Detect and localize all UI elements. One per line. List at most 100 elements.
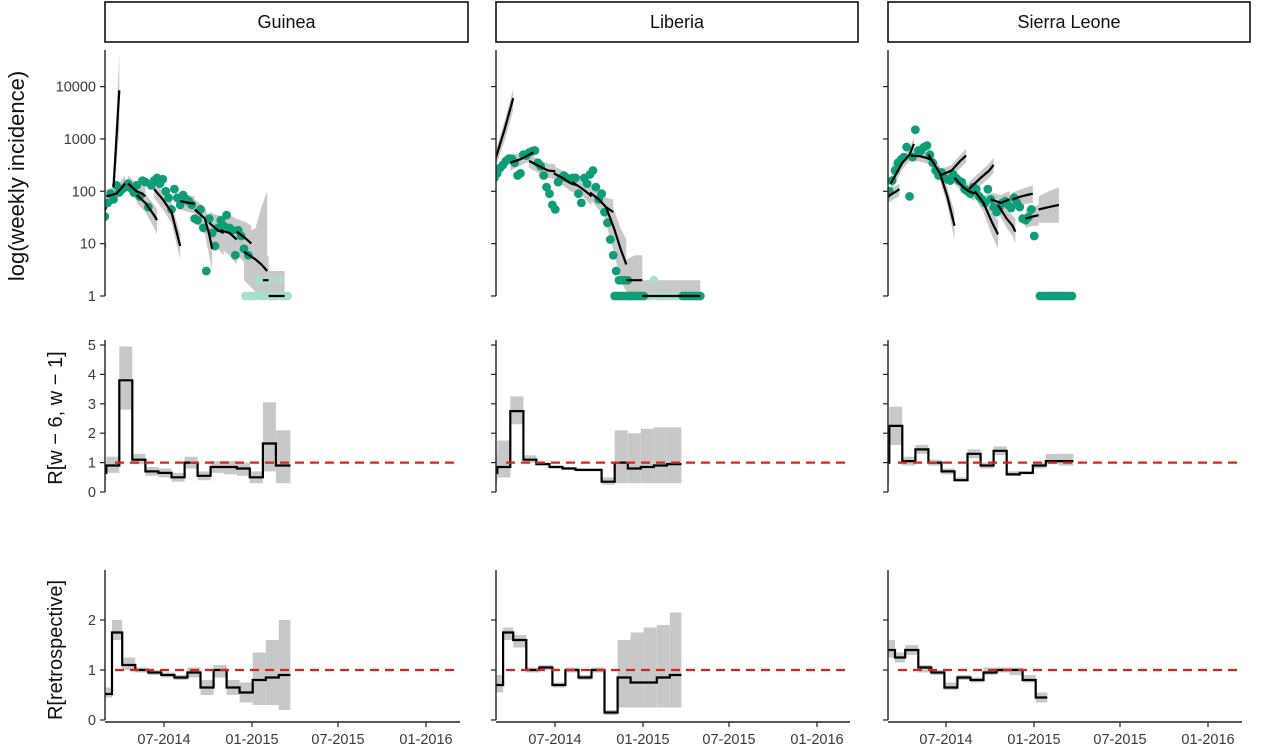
facet-strip-sierra-leone-box [887,1,1251,43]
facet-strip-sierra-leone-label: Sierra Leone [1017,12,1120,32]
observed-point-liberia-35 [574,189,583,199]
fit-line-liberia-2 [496,97,515,161]
fit-line-sierra-leone-13 [1025,214,1039,220]
row3-ylabel: R[retrospective] [45,580,67,720]
observed-point-light-sierra-leone-1 [859,218,868,227]
fit-line-sierra-leone-2 [888,188,901,198]
r-estimate-line-guinea [105,379,291,479]
observed-point-light-guinea-0 [70,233,79,242]
fit-line-guinea-9 [208,221,225,234]
observed-point-sierra-leone-24 [925,150,935,160]
fit-line-liberia-6 [571,181,593,198]
facet-strip-liberia: Liberia [495,1,859,43]
ci-ribbon-liberia-1 [471,271,477,296]
observed-point-sierra-leone-52 [1006,203,1016,213]
row2-panel-liberia [491,340,850,493]
observed-point-guinea-5 [89,255,98,264]
observed-point-liberia-2 [478,216,487,225]
facet-strip-sierra-leone: Sierra Leone [887,1,1251,43]
fit-line-liberia-8 [604,206,628,265]
observed-point-guinea-31 [164,193,174,203]
observed-point-liberia-3 [481,208,490,217]
fit-line-sierra-leone-8 [968,164,995,190]
x-tick-label-sierra-leone-0: 07-2014 [919,732,972,748]
observed-point-guinea-1 [76,214,85,223]
fit-line-guinea-12 [243,250,269,272]
row3-sierra-leone-plot-area [860,628,1242,703]
fit-line-guinea-11 [236,230,253,245]
observed-point-light-liberia-2 [467,276,476,285]
fit-line-sierra-leone-4 [910,154,932,161]
observed-point-liberia-15 [516,168,525,178]
ci-ribbon-guinea-6 [154,180,181,260]
fit-line-sierra-leone-6 [939,154,967,177]
ci-band-liberia-0 [496,453,498,484]
y-tick-label-row1-3: 1000 [64,132,96,148]
ci-ribbon-sierra-leone-14 [1038,187,1059,223]
ci-band-liberia-1 [480,668,490,691]
observed-point-sierra-leone-2 [862,216,871,225]
ci-band-guinea-2 [105,687,112,698]
observed-point-sierra-leone-45 [986,195,996,204]
ci-band-liberia-14 [666,427,682,484]
ci-band-guinea-2 [119,346,133,410]
ci-ribbon-liberia-6 [572,175,592,205]
ci-band-guinea-13 [262,402,276,472]
ci-band-liberia-15 [656,625,670,708]
ci-ribbon-liberia-0 [465,252,480,296]
fit-line-sierra-leone-9 [973,190,999,235]
observed-point-light-liberia-7 [649,275,659,285]
observed-point-guinea-35 [175,200,185,210]
ci-band-guinea-4 [122,657,136,670]
facet-strip-liberia-box [495,1,859,43]
observed-point-guinea-6 [92,260,101,269]
observed-point-liberia-25 [545,189,554,199]
observed-point-light-guinea-16 [283,291,292,301]
fit-line-sierra-leone-5 [927,154,956,226]
y-tick-label-row1-0: 1 [88,289,96,305]
observed-point-sierra-leone-3 [865,216,874,225]
observed-point-liberia-34 [571,173,580,183]
ci-band-guinea-11 [213,665,227,678]
observed-point-guinea-54 [230,250,240,260]
fit-line-guinea-3 [112,90,121,188]
ci-ribbon-sierra-leone-0 [857,255,867,296]
x-tick-label-guinea-3: 01-2016 [399,732,452,748]
observed-point-guinea-2 [79,211,88,220]
observed-point-liberia-23 [539,171,549,180]
x-tick-label-liberia-1: 01-2015 [616,732,669,748]
row2-panel-guinea: 0 1 2 3 4 5 [88,338,460,501]
observed-point-sierra-leone-4 [867,211,876,220]
row3-guinea-plot-area [105,620,460,710]
y-tick-label-row3-1: 1 [88,663,96,679]
observed-point-guinea-51 [222,210,232,220]
ci-band-liberia-3 [503,627,514,640]
observed-point-liberia-43 [597,189,607,199]
ci-band-sierra-leone-7 [944,682,958,690]
row3-panel-guinea: 0 1 2 07-2014 01-2015 07-2015 01-2016 [88,570,460,748]
x-tick-label-guinea-1: 01-2015 [225,732,278,748]
ci-band-liberia-11 [627,433,641,484]
observed-point-sierra-leone-40 [971,184,981,194]
fit-line-sierra-leone-11 [997,204,1017,233]
ci-band-liberia-4 [513,635,527,648]
ci-band-sierra-leone-0 [860,628,872,693]
y-tick-label-row2-4: 4 [88,367,96,383]
row1-panel-guinea: 1 10 100 1000 10000 [56,50,292,305]
observed-point-sierra-leone-19 [910,125,920,135]
observed-point-sierra-leone-55 [1015,202,1025,212]
x-tick-label-sierra-leone-1: 01-2015 [1007,732,1060,748]
x-tick-label-sierra-leone-3: 01-2016 [1181,732,1234,748]
ci-ribbon-guinea-1 [105,201,107,217]
row2-sierra-leone-plot-area [888,406,1242,482]
row3-panel-liberia: 07-2014 01-2015 07-2015 01-2016 [480,570,850,748]
observed-point-liberia-4 [484,191,493,200]
facet-strip-guinea-box [104,1,469,43]
x-tick-label-liberia-3: 01-2016 [790,732,843,748]
observed-point-light-liberia-4 [473,276,482,285]
ci-band-sierra-leone-10 [983,667,997,675]
fit-line-sierra-leone-7 [953,177,976,195]
ci-band-sierra-leone-13 [1022,675,1036,683]
observed-point-liberia-27 [550,205,560,214]
